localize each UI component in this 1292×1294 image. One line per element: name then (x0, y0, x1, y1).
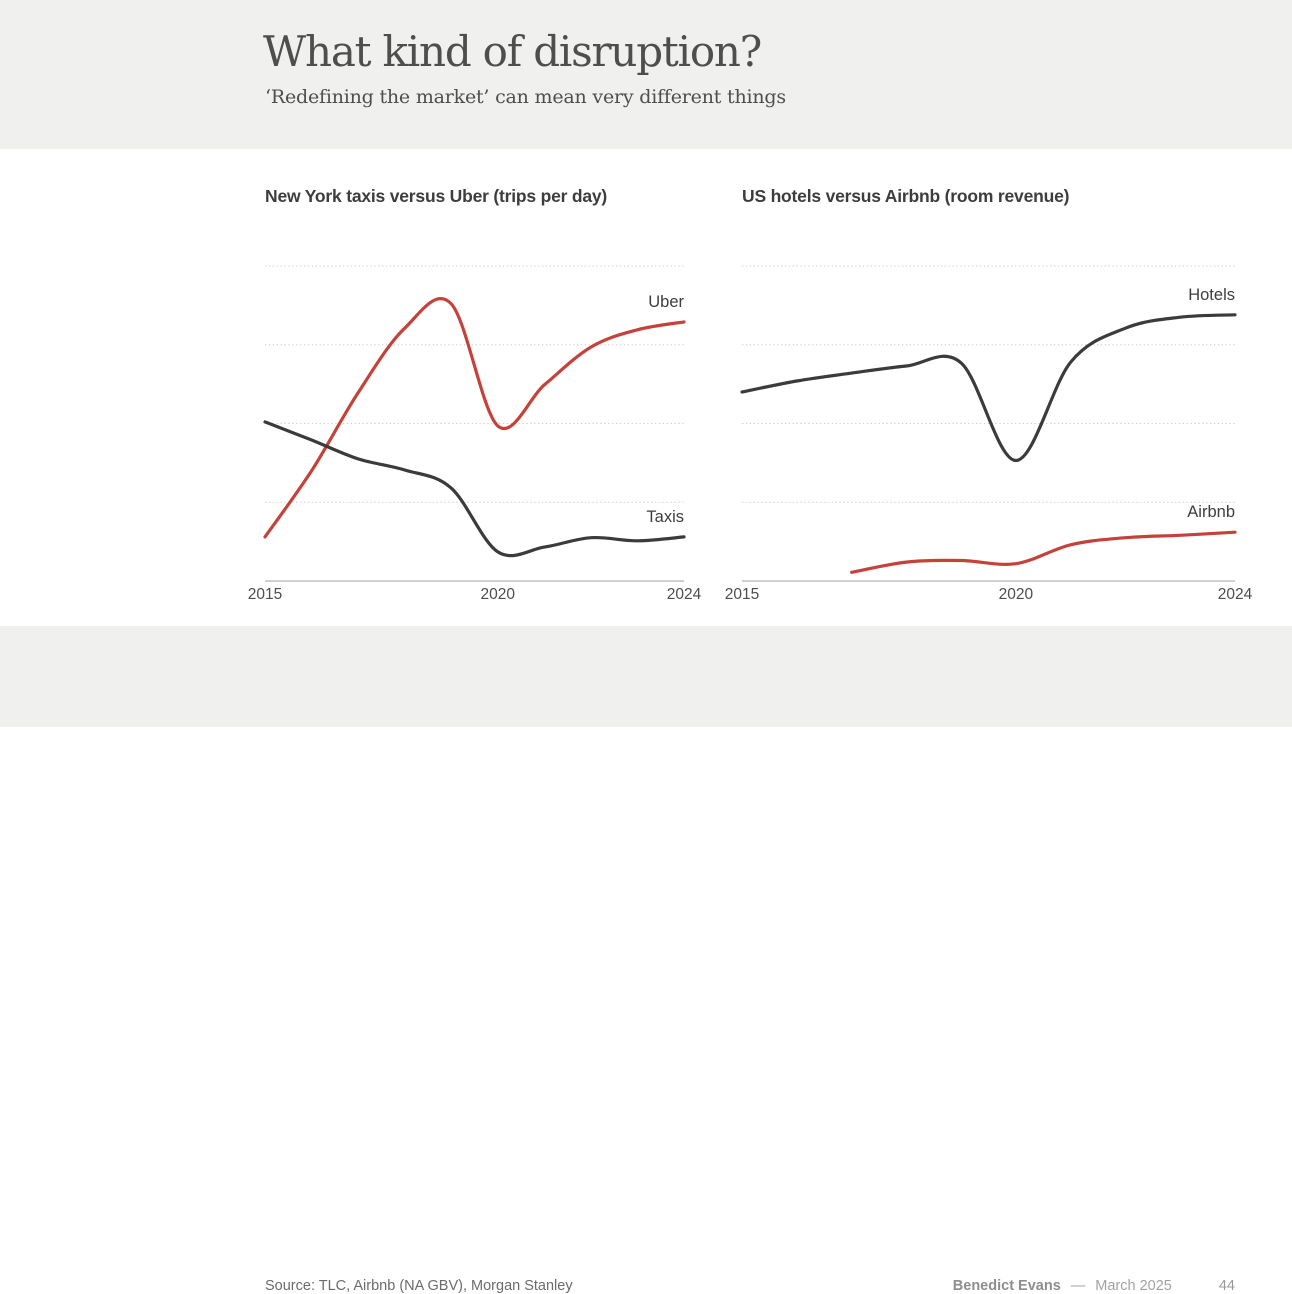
page-title: What kind of disruption? (263, 27, 762, 76)
series-label-airbnb: Airbnb (1187, 503, 1235, 521)
chart-taxis-vs-uber: New York taxis versus Uber (trips per da… (248, 186, 702, 603)
x-axis-tick-label: 2015 (725, 586, 759, 603)
series-label-hotels: Hotels (1188, 286, 1235, 304)
x-axis-tick-label: 2024 (1218, 586, 1253, 603)
chart-canvas-taxis-vs-uber: 2015 2020 2024 Uber Taxis (248, 265, 702, 603)
slide-footer: Source: TLC, Airbnb (NA GBV), Morgan Sta… (0, 626, 1292, 1294)
series-label-taxis: Taxis (646, 508, 684, 526)
series-line-uber (263, 297, 686, 539)
chart-canvas-hotels-vs-airbnb: 2015 2020 2024 Hotels Airbnb (725, 265, 1253, 603)
source-note: Source: TLC, Airbnb (NA GBV), Morgan Sta… (265, 1278, 573, 1294)
chart-hotels-vs-airbnb: US hotels versus Airbnb (room revenue) 2… (725, 186, 1253, 603)
author-name: Benedict Evans (952, 1278, 1061, 1294)
series-line-taxis (263, 420, 686, 558)
page-subtitle: ‘Redefining the market’ can mean very di… (265, 86, 786, 108)
footer-credit: Benedict Evans — March 2025 44 (953, 1278, 1235, 1294)
x-axis-tick-label: 2020 (481, 586, 516, 603)
series-line-airbnb (850, 530, 1237, 574)
x-axis-tick-label: 2024 (667, 586, 702, 603)
chart-title: New York taxis versus Uber (trips per da… (265, 186, 608, 206)
slide-header: What kind of disruption? ‘Redefining the… (0, 0, 1292, 149)
chart-title: US hotels versus Airbnb (room revenue) (742, 186, 1070, 206)
page-number: 44 (1218, 1278, 1235, 1294)
slide-date: March 2025 (1095, 1278, 1172, 1294)
series-label-uber: Uber (648, 293, 684, 311)
author-date-separator: — (1070, 1278, 1086, 1294)
series-line-hotels (740, 313, 1237, 463)
x-axis-tick-label: 2020 (999, 586, 1034, 603)
x-axis-tick-label: 2015 (248, 586, 282, 603)
